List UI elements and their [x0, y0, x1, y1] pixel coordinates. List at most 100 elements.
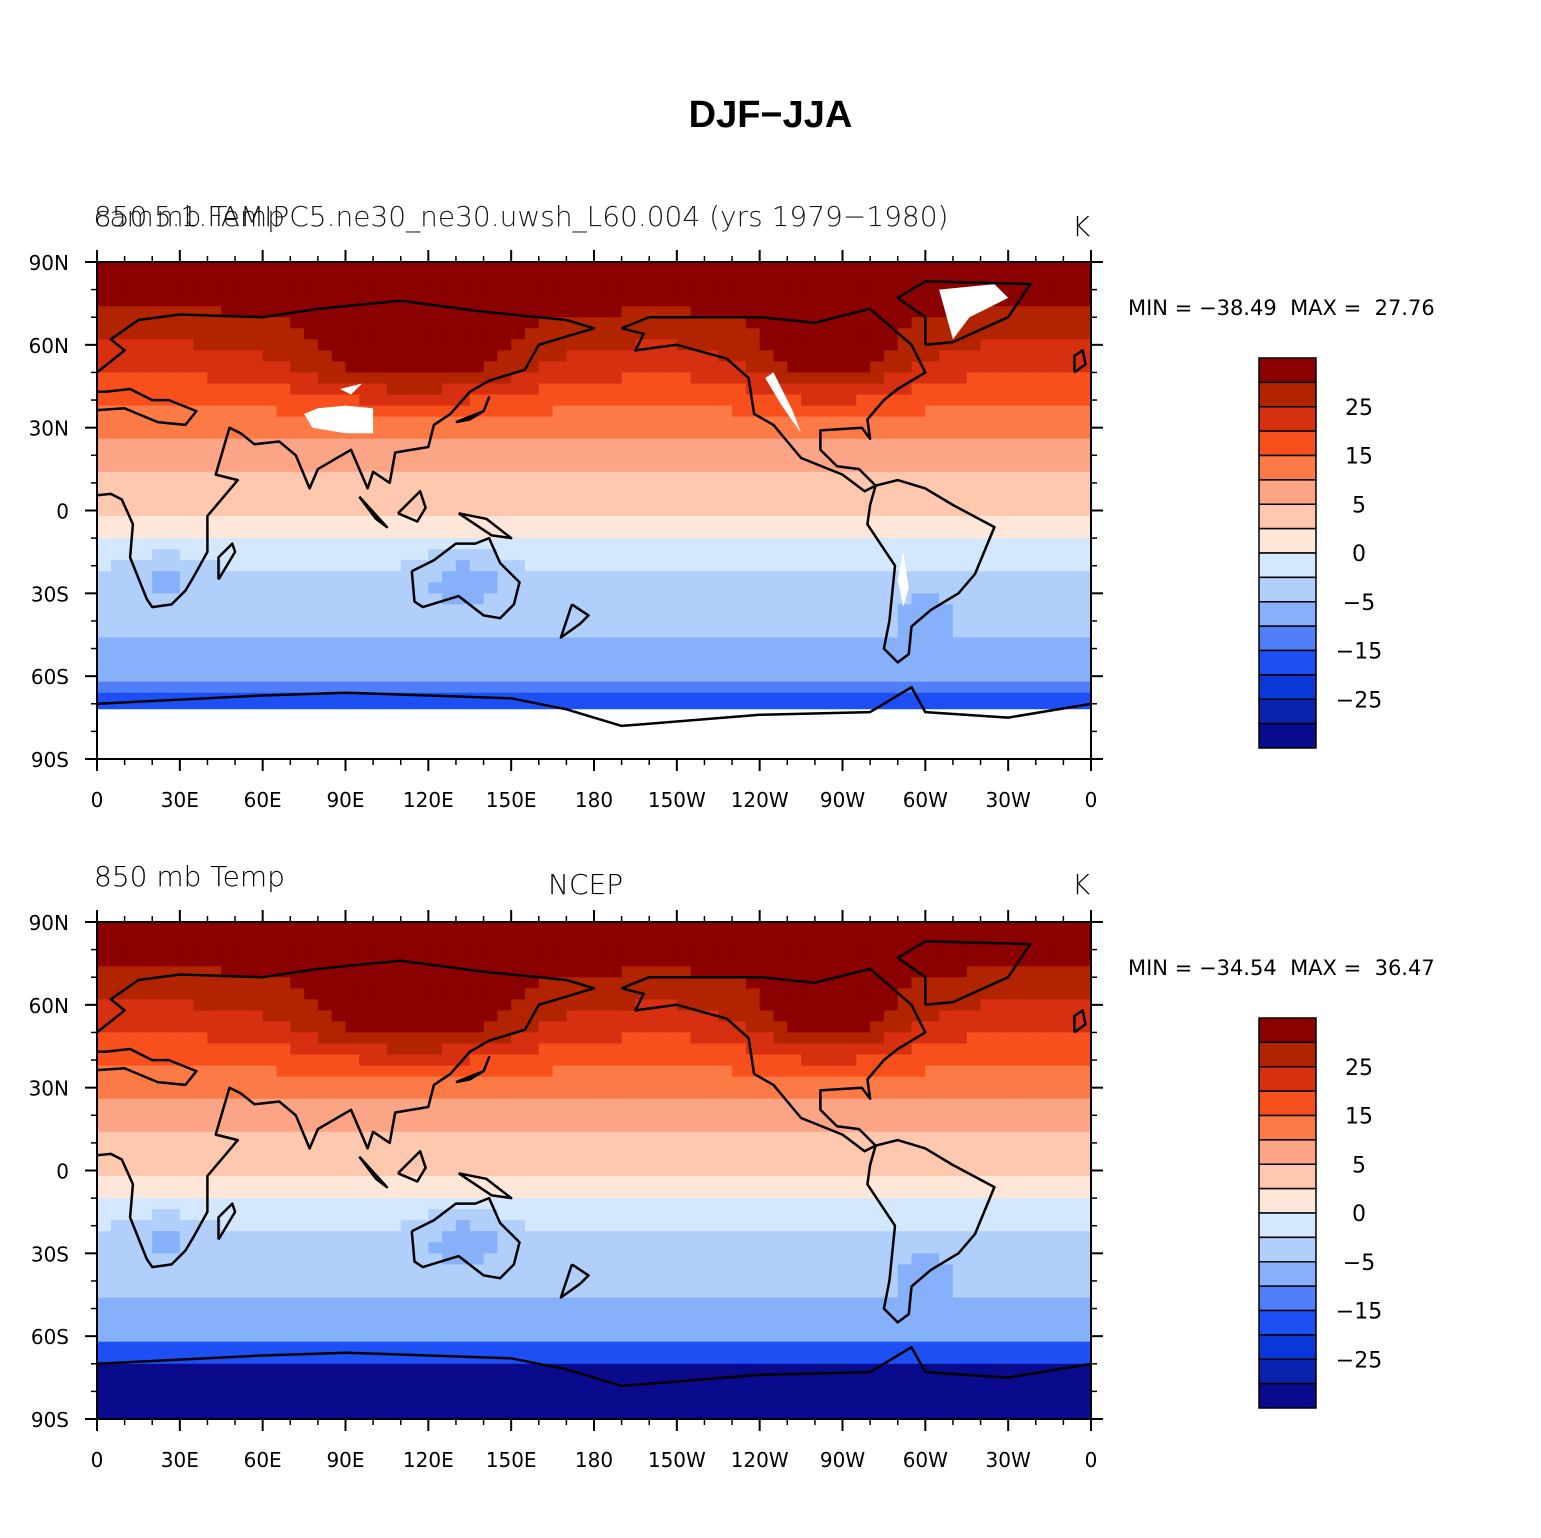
field-cell [759, 988, 775, 1000]
field-cell [414, 549, 429, 561]
field-cell [828, 922, 844, 934]
field-cell [649, 593, 664, 605]
field-cell [525, 405, 540, 418]
field-cell [759, 438, 775, 451]
field-cell [152, 1131, 167, 1144]
field-cell [732, 988, 747, 1000]
field-cell [511, 361, 526, 373]
field-cell [414, 295, 429, 307]
field-cell [1077, 549, 1091, 561]
field-cell [276, 262, 291, 274]
field-cell [787, 1065, 802, 1078]
field-cell [469, 648, 485, 661]
field-cell [290, 560, 305, 572]
field-cell [635, 1098, 650, 1111]
field-cell [897, 516, 913, 528]
field-cell [911, 922, 926, 934]
field-cell [911, 988, 926, 1000]
field-cell [1077, 1032, 1091, 1044]
field-cell [221, 966, 236, 978]
coastline [458, 512, 513, 540]
field-cell [483, 681, 498, 694]
field-cell [414, 1109, 429, 1122]
field-cell [248, 1142, 264, 1155]
field-cell [373, 416, 388, 429]
field-cell [290, 1076, 305, 1089]
field-cell [110, 615, 126, 627]
field-cell [290, 1043, 305, 1056]
field-cell [566, 262, 581, 274]
coastline [866, 478, 996, 664]
field-cell [414, 361, 429, 373]
field-cell [883, 505, 899, 517]
field-cell [732, 328, 747, 340]
field-cell [469, 262, 485, 274]
field-cell [939, 977, 954, 989]
field-cell [966, 493, 982, 506]
field-cell [110, 295, 126, 307]
field-cell [483, 383, 498, 396]
field-cell [870, 1010, 885, 1022]
field-cell [152, 626, 167, 639]
field-cell [359, 999, 374, 1011]
field-cell [759, 527, 775, 539]
field-cell [552, 284, 567, 296]
field-cell [952, 1109, 968, 1122]
field-cell [497, 955, 512, 967]
field-cell [538, 372, 554, 384]
field-cell [690, 538, 705, 550]
field-cell [262, 571, 278, 583]
field-cell [386, 999, 402, 1011]
field-cell [759, 339, 775, 351]
field-cell [331, 394, 347, 407]
field-cell [359, 1153, 374, 1166]
field-cell [980, 493, 995, 506]
field-cell [276, 1054, 291, 1067]
field-cell [676, 460, 692, 473]
field-cell [1049, 659, 1064, 672]
field-cell [166, 527, 181, 539]
field-cell [525, 977, 540, 989]
field-cell [566, 306, 581, 318]
field-cell [690, 955, 705, 967]
field-cell [345, 999, 360, 1011]
field-cell [400, 670, 416, 683]
field-cell [179, 438, 195, 451]
field-cell [801, 538, 816, 550]
field-cell [1022, 1120, 1037, 1133]
field-cell [179, 955, 195, 967]
field-cell [221, 1032, 236, 1044]
field-cell [331, 538, 347, 550]
field-cell [152, 549, 167, 561]
field-cell [538, 427, 554, 440]
field-cell [911, 505, 926, 517]
field-cell [248, 582, 264, 594]
field-cell [290, 549, 305, 561]
field-cell [483, 582, 498, 594]
contour-field [97, 922, 1091, 1419]
field-cell [138, 361, 153, 373]
field-cell [621, 339, 636, 351]
field-cell [400, 944, 416, 956]
field-cell [525, 955, 540, 967]
field-cell [690, 1142, 705, 1155]
field-cell [166, 1043, 181, 1056]
field-cell [759, 659, 775, 672]
field-cell [980, 273, 995, 285]
field-cell [497, 637, 512, 650]
field-cell [966, 527, 982, 539]
field-cell [663, 560, 678, 572]
field-cell [580, 604, 595, 616]
field-cell [607, 560, 623, 572]
field-cell [980, 549, 995, 561]
field-cell [511, 273, 526, 285]
field-cell [483, 626, 498, 639]
field-cell [566, 1021, 581, 1033]
field-cell [897, 922, 913, 934]
field-cell [759, 328, 775, 340]
field-cell [883, 471, 899, 484]
field-cell [980, 405, 995, 418]
field-cell [1035, 482, 1051, 495]
field-cell [290, 405, 305, 418]
field-cell [883, 681, 899, 694]
